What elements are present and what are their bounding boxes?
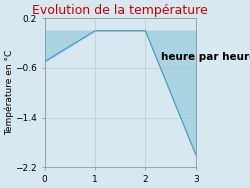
Text: heure par heure: heure par heure [160, 52, 250, 62]
Y-axis label: Température en °C: Température en °C [4, 50, 14, 135]
Title: Evolution de la température: Evolution de la température [32, 4, 208, 17]
